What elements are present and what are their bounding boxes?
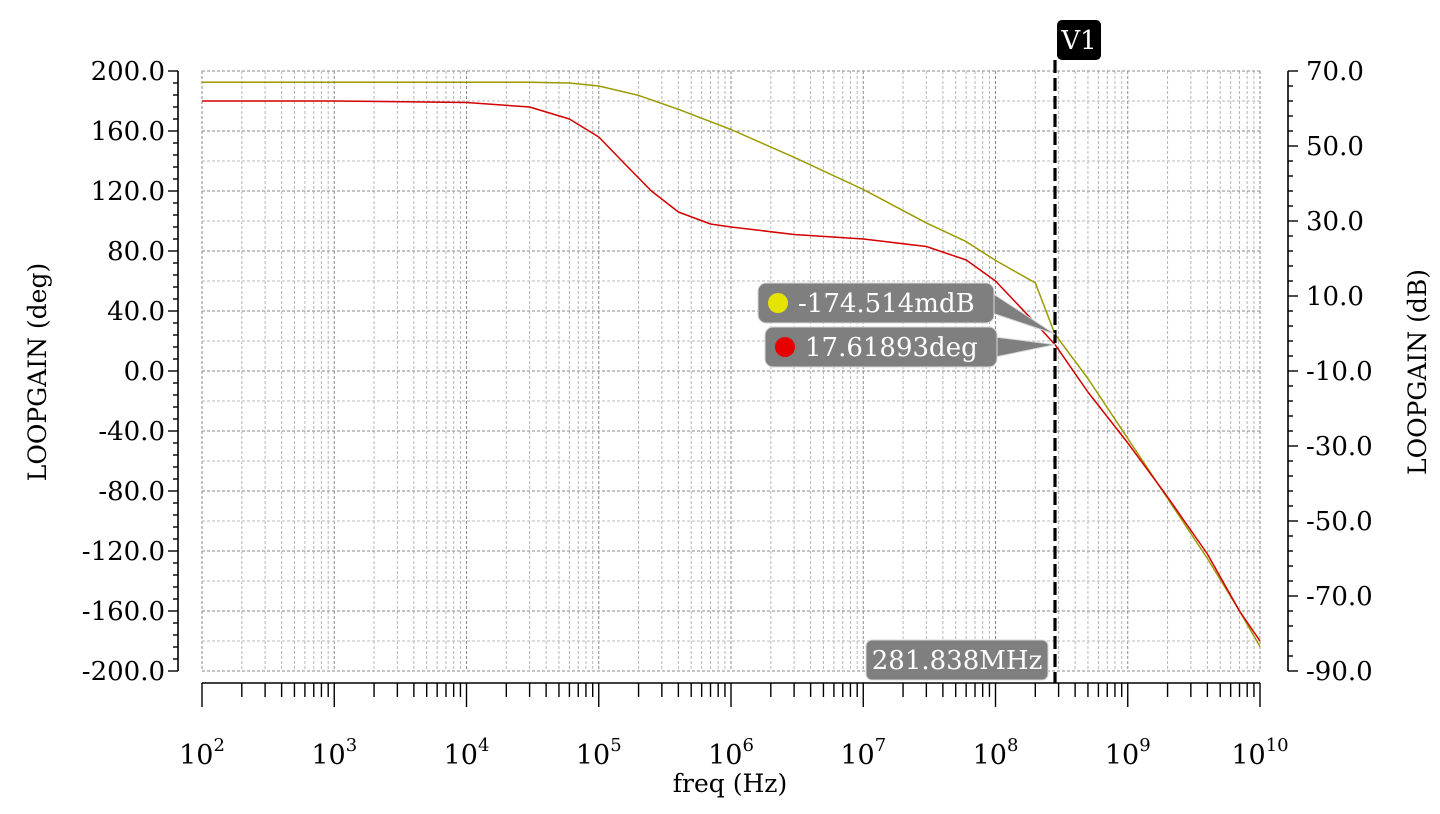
series-layer	[202, 81, 1261, 647]
x-tick-label: 106	[708, 735, 754, 771]
y-tick-right-label: 30.0	[1306, 207, 1364, 237]
marker-layer: -174.514mdB 17.61893deg	[757, 282, 1056, 368]
marker-pointer	[994, 336, 1056, 358]
marker-label-box	[764, 326, 998, 368]
series-line-loopgain-deg	[202, 100, 1261, 642]
y-tick-right-label: -50.0	[1306, 507, 1373, 537]
x-axis-title: freq (Hz)	[673, 769, 787, 798]
y-axis-right-title: LOOPGAIN (dB)	[1403, 269, 1432, 475]
marker-value-label: 17.61893deg	[805, 333, 978, 363]
cursor-freq-label: 281.838MHz	[872, 646, 1043, 676]
y-tick-left-label: -40.0	[98, 417, 165, 447]
y-tick-right-label: -70.0	[1306, 582, 1373, 612]
x-tick-label: 105	[576, 735, 622, 771]
y-tick-left-label: 160.0	[91, 117, 165, 147]
x-tick-label: 103	[311, 735, 357, 771]
cursor-freq-label-box	[865, 639, 1049, 681]
y-tick-left-label: 120.0	[91, 177, 165, 207]
x-tick-label: 107	[840, 735, 886, 771]
series-line-loopgain-db	[202, 81, 1261, 647]
marker-pointer	[991, 292, 1056, 335]
y-tick-right-label: 70.0	[1306, 57, 1364, 87]
x-tick-label: 102	[179, 735, 225, 771]
marker-value-label: -174.514mdB	[798, 289, 975, 319]
y-tick-left-label: 0.0	[124, 357, 165, 387]
y-tick-left-label: -120.0	[82, 537, 165, 567]
grid-layer	[201, 70, 1261, 672]
y-tick-left-label: -160.0	[82, 597, 165, 627]
y-axis-left-title: LOOPGAIN (deg)	[23, 263, 52, 481]
y-tick-left-label: 40.0	[107, 297, 165, 327]
marker-label-box	[757, 282, 995, 324]
cursor-v1-name: V1	[1060, 26, 1096, 56]
cursor-v1-tag[interactable]	[1057, 20, 1102, 60]
x-tick-label: 1010	[1231, 735, 1288, 771]
y-tick-right-label: -10.0	[1306, 357, 1373, 387]
y-tick-right-label: -30.0	[1306, 432, 1373, 462]
x-tick-label: 108	[973, 735, 1019, 771]
y-tick-right-label: 50.0	[1306, 132, 1364, 162]
x-tick-label: 104	[444, 735, 490, 771]
y-tick-right-label: -90.0	[1306, 657, 1373, 687]
y-tick-left-label: -80.0	[98, 477, 165, 507]
y-tick-right-label: 10.0	[1306, 282, 1364, 312]
y-tick-left-label: 200.0	[91, 57, 165, 87]
y-tick-left-label: 80.0	[107, 237, 165, 267]
axes-layer: 200.0 160.0 120.0 80.0 40.0 0.0 -40.0 -80.0 -120…	[82, 57, 1373, 771]
y-tick-left-label: -200.0	[82, 657, 165, 687]
x-tick-label: 109	[1105, 735, 1151, 771]
marker-dot	[775, 337, 795, 357]
cursor-layer[interactable]: V1 281.838MHz	[865, 20, 1102, 683]
marker-dot	[768, 293, 788, 313]
